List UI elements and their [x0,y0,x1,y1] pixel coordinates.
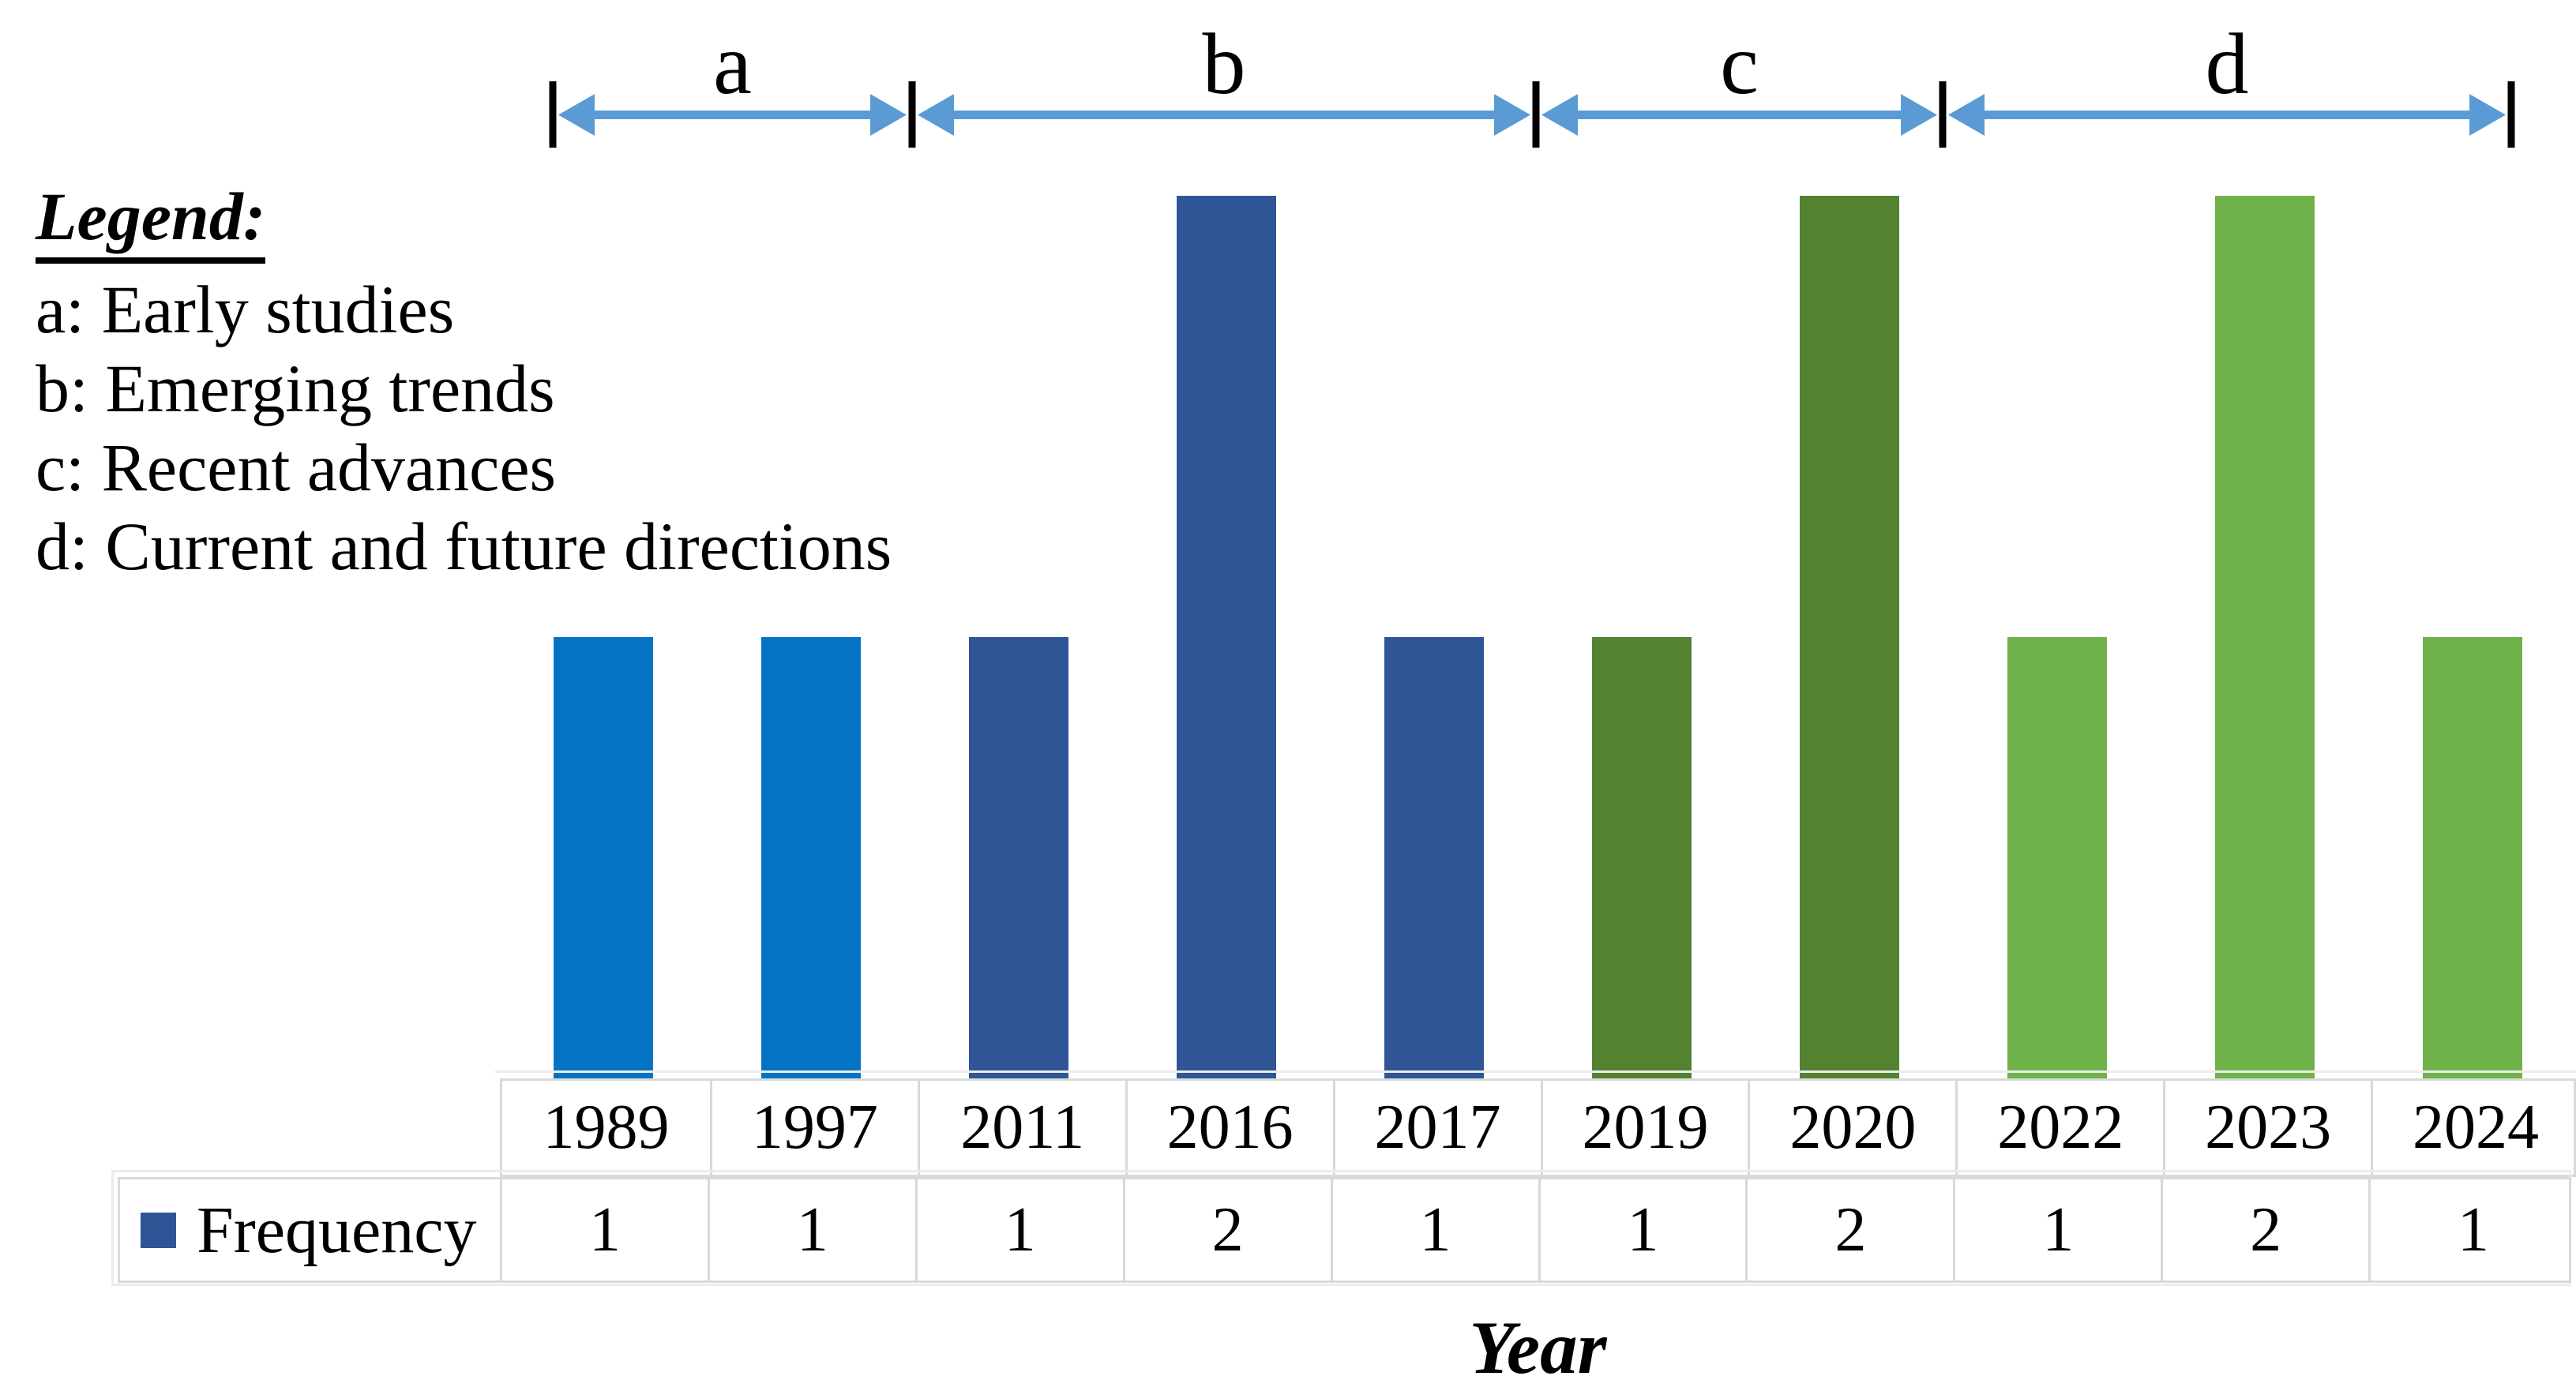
x-axis-title: Year [1469,1306,1607,1389]
period-arrow-c: c [1541,16,1937,136]
bar-2022 [2007,637,2107,1078]
year-cell-2024: 2024 [2371,1081,2576,1175]
arrow-tick-0 [549,81,557,148]
period-arrows-svg: a b c d [549,16,2515,148]
arrow-label-b: b [1203,16,1246,112]
year-cell-2016: 2016 [1125,1081,1333,1175]
legend-item-d: d: Current and future directions [36,508,892,584]
period-arrow-a: a [558,16,907,136]
bar-2023 [2214,196,2315,1078]
frequency-value-cell-1997: 1 [707,1179,915,1280]
legend-item-b: b: Emerging trends [36,351,555,426]
bar-2019 [1591,637,1692,1078]
legend-item-a: a: Early studies [36,272,455,347]
frequency-label-cell: Frequency [120,1179,500,1280]
year-cell-2020: 2020 [1748,1081,1955,1175]
arrow-tick-4 [2507,81,2515,148]
year-cell-2023: 2023 [2163,1081,2371,1175]
arrow-label-d: d [2206,16,2249,112]
frequency-value-cell-2019: 1 [1538,1179,1746,1280]
frequency-series-key-icon [141,1212,176,1248]
frequency-series-label: Frequency [197,1193,477,1267]
arrow-tick-3 [1939,81,1947,148]
frequency-value-cell-2016: 2 [1122,1179,1331,1280]
arrow-label-a: a [713,16,752,112]
legend-item-c: c: Recent advances [36,429,556,505]
frequency-value-cell-2024: 1 [2368,1179,2576,1280]
frequency-value-cell-2022: 1 [1953,1179,2161,1280]
frequency-value-cell-2023: 2 [2161,1179,2368,1280]
frequency-value-cell-2017: 1 [1330,1179,1538,1280]
year-cell-2017: 2017 [1332,1081,1541,1175]
year-cell-2011: 2011 [917,1081,1125,1175]
arrow-label-c: c [1720,16,1759,112]
period-arrow-d: d [1948,16,2506,136]
year-header-row: 1989 1997 2011 2016 2017 2019 2020 2022 2023 2024 [500,1078,2576,1177]
legend-title: Legend: [36,177,266,264]
bar-2020 [1799,196,1899,1078]
year-cell-1997: 1997 [709,1081,918,1175]
legend-block: Legend: a: Early studies b: Emerging tre… [36,177,959,586]
bar-1989 [554,637,654,1078]
bar-2024 [2422,637,2522,1078]
frequency-value-cell-2011: 1 [914,1179,1123,1280]
axis-line [495,1070,2576,1073]
bar-2011 [969,637,1069,1078]
frequency-value-cell-2020: 2 [1745,1179,1953,1280]
bar-2016 [1177,196,1277,1078]
year-cell-1989: 1989 [543,1093,670,1162]
bar-1997 [761,637,862,1078]
year-cell-2022: 2022 [1955,1081,2163,1175]
frequency-value-cell-1989: 1 [500,1179,708,1280]
period-arrow-b: b [918,16,1530,136]
arrow-tick-1 [908,81,916,148]
bar-2017 [1384,637,1485,1078]
arrow-tick-2 [1532,81,1540,148]
year-cell-2019: 2019 [1540,1081,1748,1175]
